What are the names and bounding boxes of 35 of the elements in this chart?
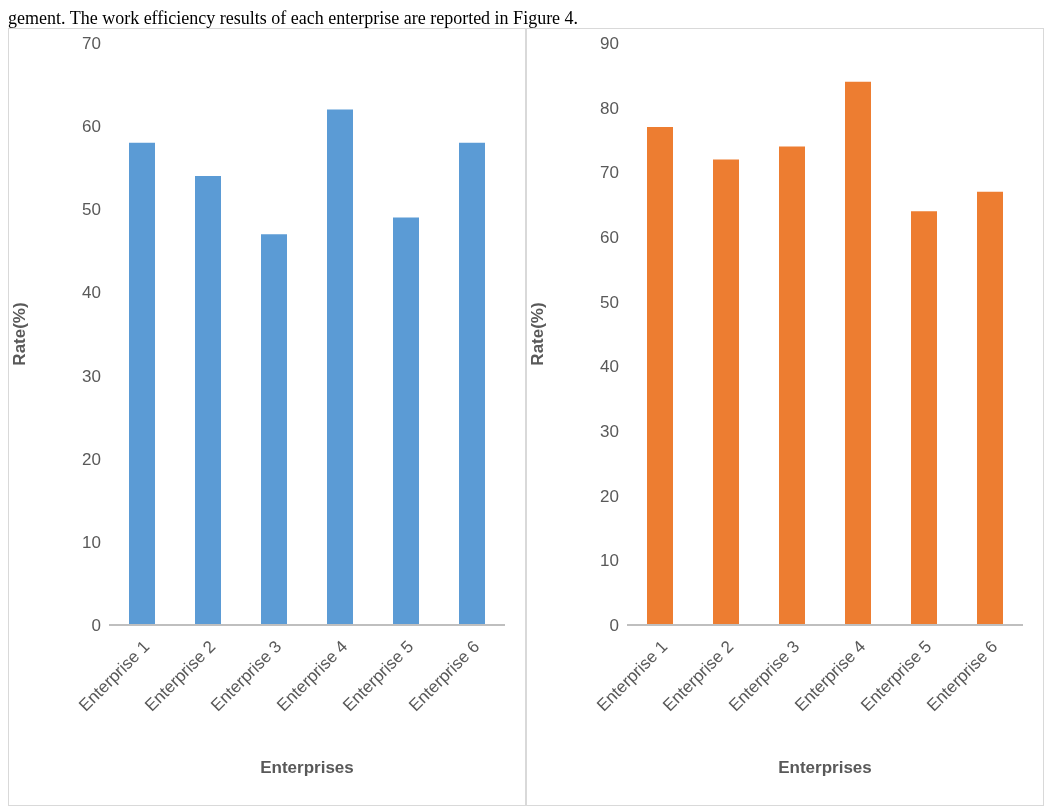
bar — [129, 142, 155, 625]
bar — [195, 176, 221, 625]
y-tick-label: 0 — [609, 616, 619, 636]
y-tick-label: 0 — [91, 616, 101, 636]
y-tick-label: 20 — [82, 449, 101, 469]
y-tick-label: 50 — [82, 200, 101, 220]
y-tick-label: 10 — [82, 532, 101, 552]
text: gement. The work efficiency results of each enterprise are reported in Figure 4. — [8, 8, 580, 28]
y-tick-label: 30 — [600, 422, 619, 442]
y-tick-label: 10 — [600, 551, 619, 571]
y-tick-label: 90 — [600, 34, 619, 54]
bar — [977, 191, 1003, 625]
y-tick-label: 30 — [82, 366, 101, 386]
bar — [327, 109, 353, 625]
bar — [713, 159, 739, 625]
y-tick-label: 40 — [82, 283, 101, 303]
bar — [647, 127, 673, 625]
y-tick-label: 60 — [600, 228, 619, 248]
bar — [393, 217, 419, 625]
y-tick-label: 80 — [600, 98, 619, 118]
bar — [779, 146, 805, 625]
bar — [261, 234, 287, 625]
y-axis-title: Rate(%) — [10, 302, 30, 366]
y-tick-label: 40 — [600, 357, 619, 377]
bar — [845, 81, 871, 625]
x-axis-title: Enterprises — [260, 758, 354, 777]
y-tick-label: 20 — [600, 486, 619, 506]
y-tick-label: 60 — [82, 117, 101, 137]
y-tick-label: 70 — [600, 163, 619, 183]
bar — [459, 142, 485, 625]
bar — [911, 211, 937, 625]
y-tick-label: 50 — [600, 292, 619, 312]
y-axis-title: Rate(%) — [528, 302, 548, 366]
y-tick-label: 70 — [82, 34, 101, 54]
x-axis-title: Enterprises — [778, 758, 872, 777]
